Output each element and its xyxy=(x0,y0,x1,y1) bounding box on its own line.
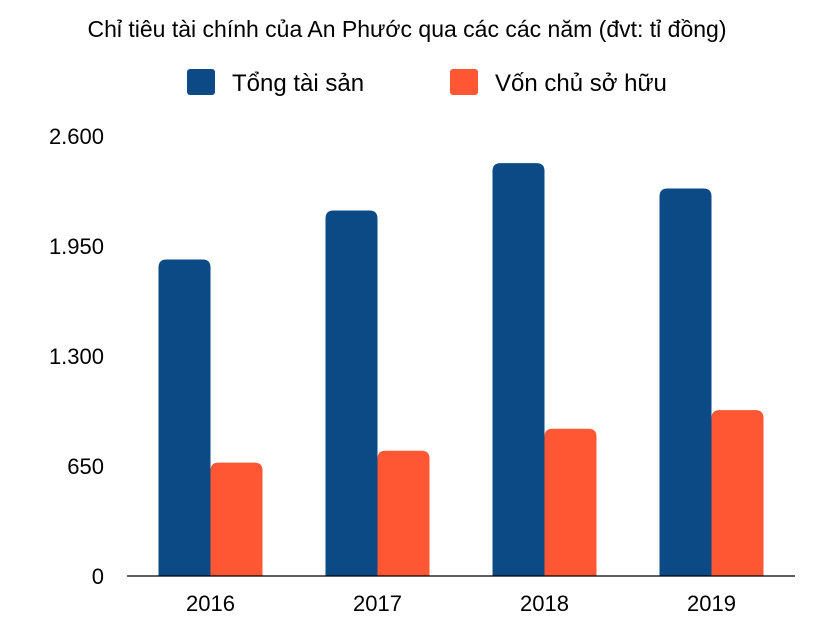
bar-equity-2018 xyxy=(544,428,597,576)
legend: Tổng tài sản Vốn chủ sở hữu xyxy=(187,69,667,97)
x-tick-label: 2016 xyxy=(186,591,235,616)
bar-equity-2016 xyxy=(210,462,263,576)
bar-total-assets-2018 xyxy=(492,163,545,577)
chart-title: Chỉ tiêu tài chính của An Phước qua các … xyxy=(87,16,726,42)
legend-swatch-total-assets xyxy=(187,69,215,95)
bar-total-assets-2016 xyxy=(158,259,211,576)
bar-total-assets-2017 xyxy=(325,210,378,576)
bar-equity-2017 xyxy=(377,450,430,576)
x-axis-ticks: 2016 2017 2018 2019 xyxy=(186,591,736,616)
y-axis-ticks: 0 650 1.300 1.950 2.600 xyxy=(49,124,104,589)
x-tick-label: 2018 xyxy=(520,591,569,616)
x-tick-label: 2017 xyxy=(353,591,402,616)
y-tick-label: 650 xyxy=(67,454,104,479)
bar-equity-2019 xyxy=(711,410,764,576)
legend-swatch-equity xyxy=(450,69,478,95)
legend-label-equity: Vốn chủ sở hữu xyxy=(495,70,667,97)
legend-label-total-assets: Tổng tài sản xyxy=(232,70,364,97)
bars xyxy=(158,163,764,577)
y-tick-label: 2.600 xyxy=(49,124,104,149)
y-tick-label: 1.300 xyxy=(49,344,104,369)
y-tick-label: 1.950 xyxy=(49,234,104,259)
bar-total-assets-2019 xyxy=(659,188,712,576)
x-tick-label: 2019 xyxy=(687,591,736,616)
y-tick-label: 0 xyxy=(92,564,104,589)
